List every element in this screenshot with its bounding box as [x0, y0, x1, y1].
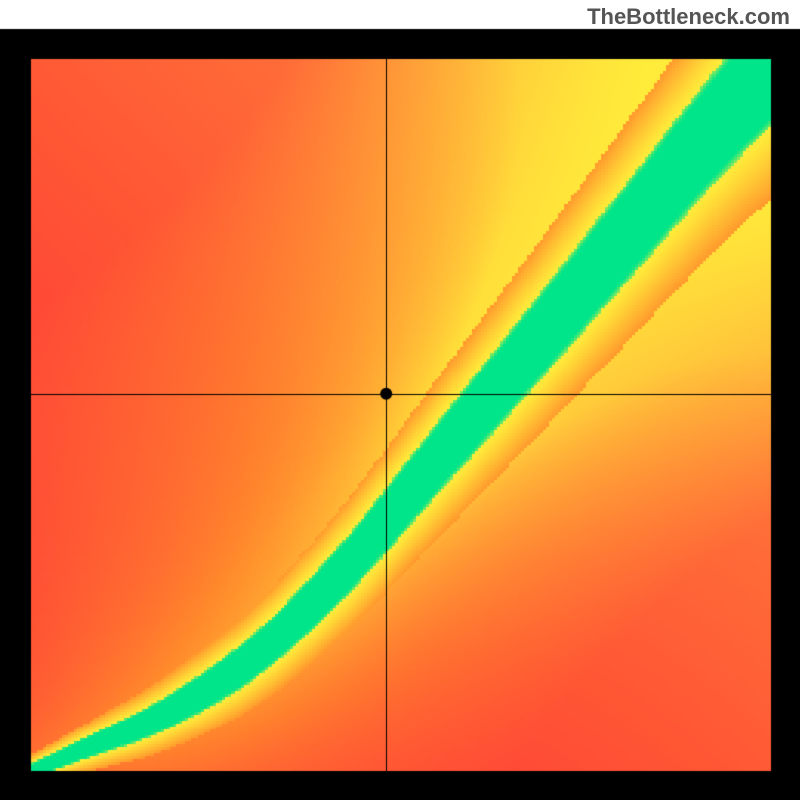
bottleneck-heatmap	[0, 0, 800, 800]
watermark-text: TheBottleneck.com	[587, 4, 790, 30]
chart-container: TheBottleneck.com	[0, 0, 800, 800]
